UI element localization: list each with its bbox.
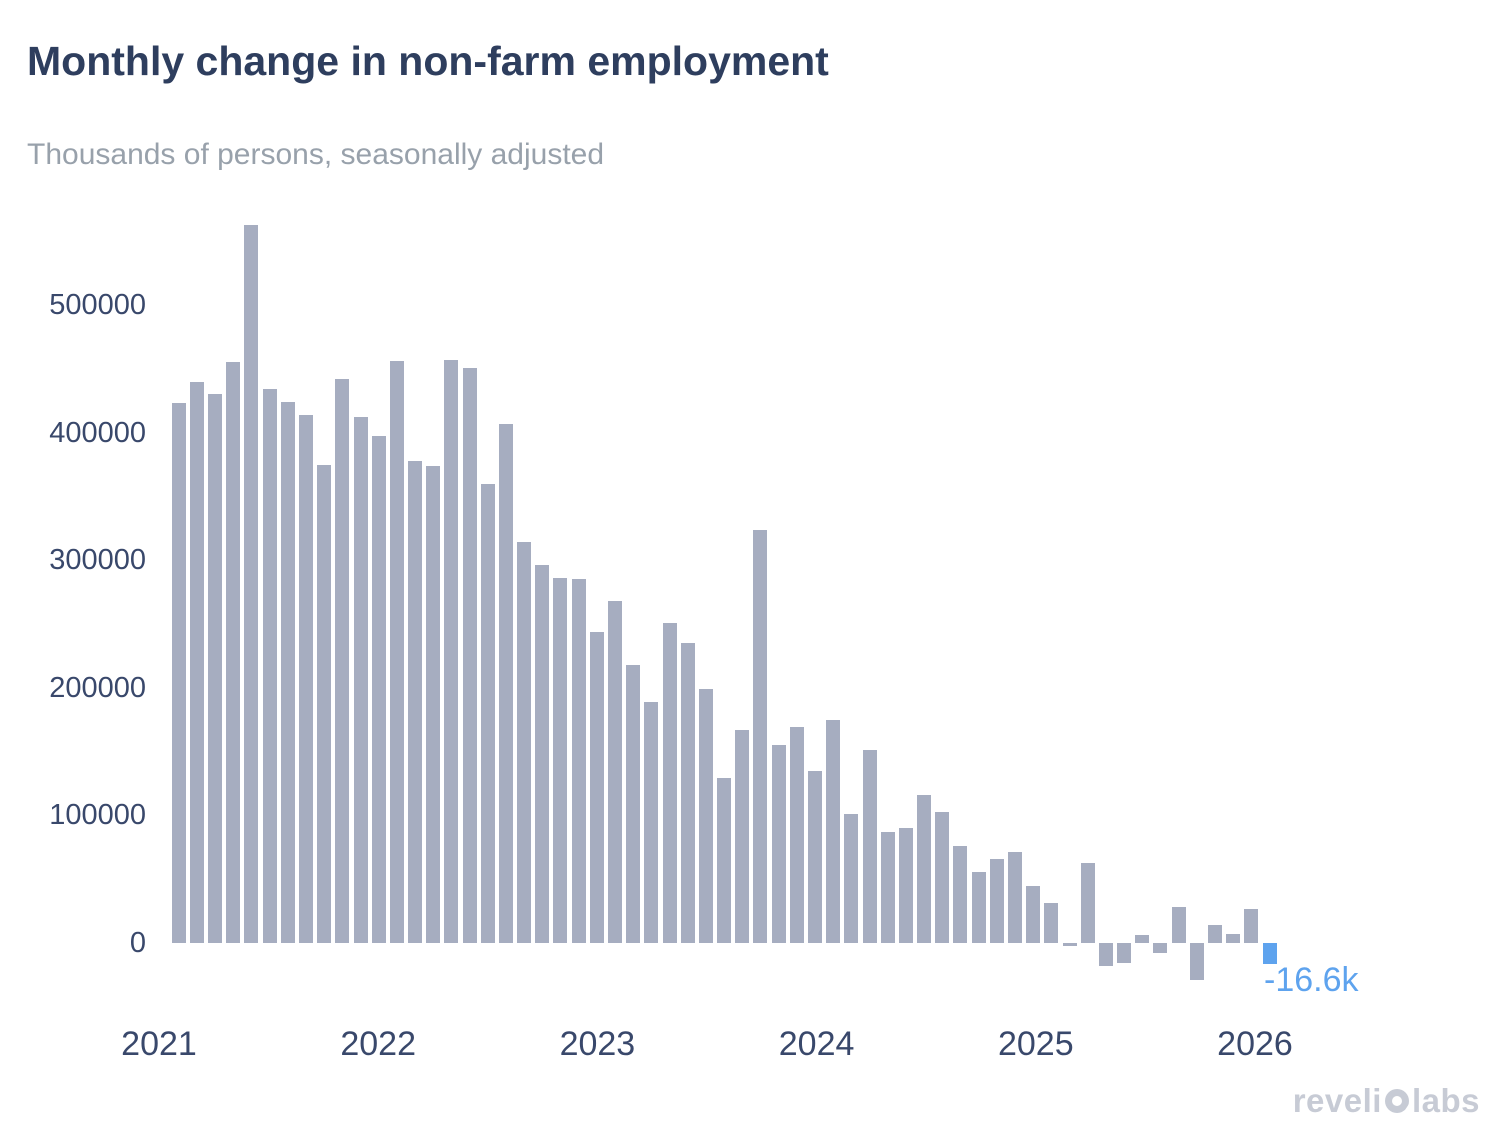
bar-2021-10[interactable]	[317, 464, 332, 943]
bar-2023-04[interactable]	[644, 701, 659, 943]
bar-2021-12[interactable]	[353, 417, 368, 943]
bar-2023-05[interactable]	[662, 622, 677, 943]
x-axis-tick-2022: 2022	[340, 1025, 416, 1063]
x-axis-tick-2023: 2023	[559, 1025, 636, 1063]
bar-2023-10[interactable]	[753, 529, 768, 943]
bar-2025-10[interactable]	[1189, 943, 1204, 980]
bar-2022-04[interactable]	[426, 465, 441, 943]
watermark-text-labs: labs	[1411, 1082, 1480, 1119]
revelio-labs-logo: reveli labs	[1292, 1082, 1480, 1119]
bar-2024-01[interactable]	[808, 770, 822, 943]
bar-2023-12[interactable]	[789, 727, 804, 943]
bar-2026-02[interactable]	[1262, 943, 1277, 965]
bar-2024-02[interactable]	[826, 719, 841, 943]
bar-2022-10[interactable]	[535, 565, 550, 943]
revelio-logo-o-icon	[1384, 1089, 1411, 1116]
x-axis-tick-2024: 2024	[778, 1025, 855, 1063]
y-axis-tick-100000: 100000	[49, 799, 146, 832]
bar-2025-11[interactable]	[1207, 925, 1222, 943]
bar-2022-05[interactable]	[444, 359, 459, 943]
watermark-text-revelio: reveli	[1292, 1082, 1382, 1119]
bar-2023-09[interactable]	[735, 729, 750, 943]
bar-2021-08[interactable]	[280, 401, 295, 943]
bar-2024-09[interactable]	[953, 846, 968, 943]
bar-2025-12[interactable]	[1226, 934, 1241, 943]
bar-2024-05[interactable]	[880, 831, 895, 943]
bar-2021-02[interactable]	[171, 403, 186, 943]
bar-2022-01[interactable]	[371, 436, 386, 943]
y-axis-tick-400000: 400000	[49, 416, 146, 449]
y-axis-tick-0: 0	[129, 927, 146, 959]
bar-2024-06[interactable]	[898, 828, 913, 943]
bar-2024-04[interactable]	[862, 750, 877, 943]
x-axis-tick-2021: 2021	[121, 1025, 197, 1063]
bar-2021-07[interactable]	[262, 389, 277, 943]
chart-subtitle: Thousands of persons, seasonally adjuste…	[27, 138, 605, 171]
bar-2024-12[interactable]	[1007, 852, 1022, 943]
bar-2025-06[interactable]	[1117, 943, 1132, 964]
bar-2025-03[interactable]	[1062, 943, 1077, 946]
y-axis-tick-300000: 300000	[49, 544, 146, 577]
bar-2023-03[interactable]	[626, 664, 641, 943]
x-axis-tick-2026: 2026	[1217, 1025, 1293, 1063]
bar-2021-06[interactable]	[244, 224, 259, 943]
bar-2021-04[interactable]	[208, 394, 223, 943]
y-axis-tick-200000: 200000	[49, 671, 146, 704]
chart-title: Monthly change in non-farm employment	[27, 38, 829, 84]
bar-2022-03[interactable]	[408, 460, 423, 943]
bar-2022-02[interactable]	[389, 361, 404, 943]
bar-2022-12[interactable]	[571, 579, 586, 943]
bar-2022-09[interactable]	[517, 542, 532, 943]
bar-2022-07[interactable]	[480, 483, 495, 943]
bar-2021-05[interactable]	[226, 362, 241, 943]
bar-2023-01[interactable]	[589, 631, 604, 943]
bar-2023-06[interactable]	[680, 643, 695, 943]
bar-2022-08[interactable]	[498, 423, 513, 943]
bar-2025-05[interactable]	[1098, 943, 1113, 966]
bar-2025-08[interactable]	[1153, 943, 1168, 954]
x-axis-tick-2025: 2025	[997, 1025, 1074, 1063]
bar-2022-06[interactable]	[462, 367, 477, 943]
bar-2021-09[interactable]	[298, 414, 313, 943]
last-bar-value-label: -16.6k	[1264, 961, 1359, 999]
bar-2021-03[interactable]	[189, 381, 204, 943]
bar-2023-08[interactable]	[717, 778, 732, 943]
bar-2023-02[interactable]	[608, 601, 623, 943]
bar-2024-07[interactable]	[917, 794, 932, 943]
bar-2025-07[interactable]	[1135, 935, 1150, 943]
bar-2023-11[interactable]	[771, 745, 786, 943]
bar-2024-08[interactable]	[935, 811, 950, 943]
bar-2023-07[interactable]	[698, 689, 713, 943]
bar-2025-02[interactable]	[1044, 903, 1059, 943]
bar-2025-04[interactable]	[1080, 862, 1095, 943]
bar-2026-01[interactable]	[1244, 908, 1259, 943]
bar-2024-03[interactable]	[844, 814, 859, 943]
bar-2024-11[interactable]	[989, 858, 1004, 943]
bar-2021-11[interactable]	[335, 379, 350, 943]
bar-2025-01[interactable]	[1026, 885, 1041, 943]
bar-2024-10[interactable]	[971, 871, 986, 943]
bar-2022-11[interactable]	[553, 578, 568, 943]
bar-2025-09[interactable]	[1171, 907, 1186, 943]
y-axis-tick-500000: 500000	[49, 289, 146, 321]
